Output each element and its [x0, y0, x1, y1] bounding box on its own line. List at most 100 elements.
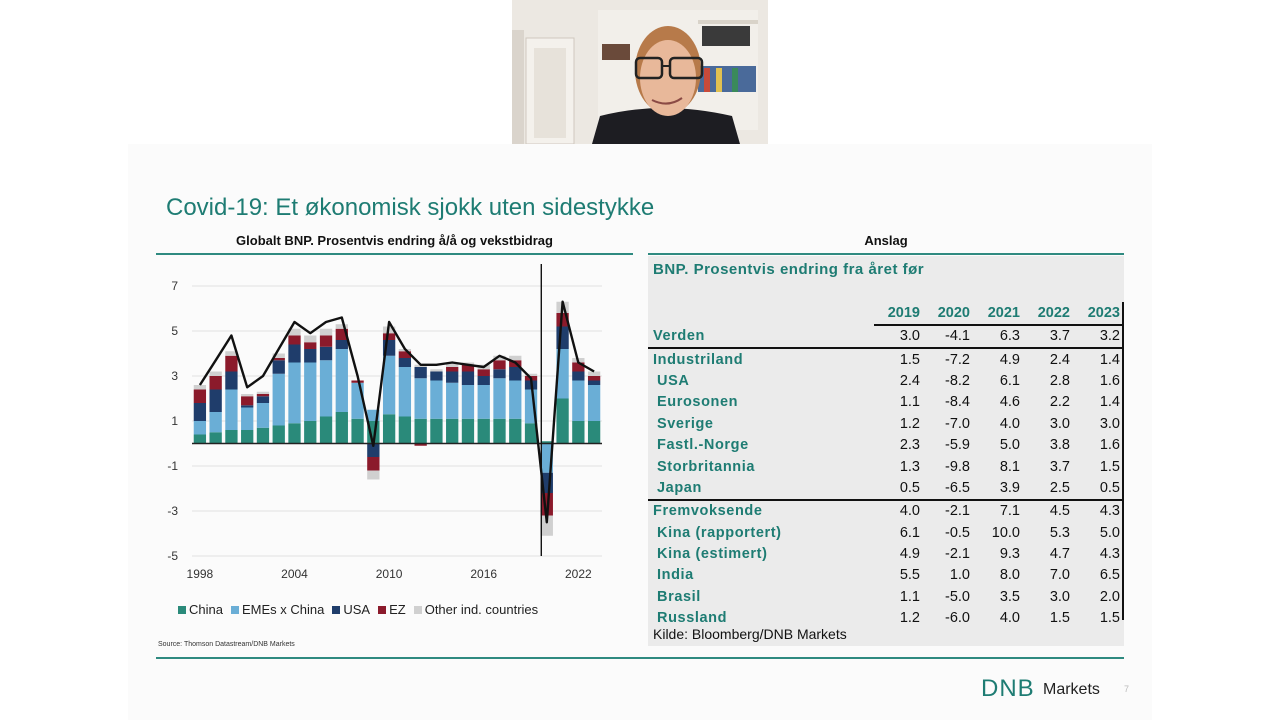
bar-segment — [351, 382, 364, 419]
year-header: 2021 — [974, 302, 1024, 326]
row-label: Brasil — [657, 588, 701, 605]
table-heading: Anslag — [864, 233, 908, 248]
bar-segment — [414, 418, 427, 444]
cell-value: 4.9 — [899, 546, 920, 563]
cell-value: -6.5 — [945, 479, 970, 496]
bar-segment — [209, 432, 222, 444]
bar-segment — [493, 418, 506, 444]
y-tick-label: 3 — [171, 369, 178, 383]
row-label: Fastl.-Norge — [657, 437, 749, 454]
legend-item-usa: USA — [332, 602, 370, 617]
bar-segment — [587, 385, 601, 421]
cell-value: 1.2 — [899, 415, 920, 432]
bar-segment — [241, 396, 254, 406]
bar-segment — [225, 355, 238, 372]
bar-segment — [209, 376, 222, 390]
table-row-india: India 5.5 1.0 8.0 7.0 6.5 — [648, 565, 1124, 586]
table-row-sverige: Sverige 1.2 -7.0 4.0 3.0 3.0 — [648, 414, 1124, 435]
bar-segment — [446, 382, 459, 419]
bar-segment — [572, 421, 585, 444]
bar-segment — [509, 380, 522, 419]
bar-segment — [335, 328, 348, 340]
row-label: USA — [657, 372, 690, 389]
bar-segment — [477, 418, 490, 444]
table-row-eurosonen: Eurosonen 1.1 -8.4 4.6 2.2 1.4 — [648, 392, 1124, 413]
bar-segment — [193, 421, 207, 435]
year-header: 2022 — [1024, 302, 1074, 326]
cell-value: 1.5 — [1099, 610, 1120, 627]
bar-segment — [319, 335, 333, 347]
row-label: Kina (rapportert) — [657, 524, 782, 541]
row-label: Japan — [657, 479, 702, 496]
cell-value: 4.6 — [999, 394, 1020, 411]
webcam-video — [512, 0, 768, 144]
webcam-frame — [512, 0, 768, 144]
cell-value: -7.0 — [945, 415, 970, 432]
bar-segment — [430, 418, 443, 444]
cell-value: 3.2 — [1099, 328, 1120, 345]
cell-value: 7.0 — [1049, 567, 1070, 584]
bar-segment — [241, 405, 254, 408]
table-row-fremvoksende: Fremvoksende 4.0 -2.1 7.1 4.5 4.3 — [648, 499, 1124, 523]
bar-segment — [225, 430, 238, 444]
bar-segment — [398, 351, 412, 358]
cell-value: -4.1 — [945, 328, 970, 345]
cell-value: 10.0 — [991, 524, 1020, 541]
bar-segment — [382, 333, 396, 340]
x-tick-label: 2004 — [281, 567, 308, 581]
legend-item-other: Other ind. countries — [413, 602, 538, 617]
cell-value: -6.0 — [945, 610, 970, 627]
cell-value: -0.5 — [945, 524, 970, 541]
bar-segment — [241, 430, 254, 444]
cell-value: -2.1 — [924, 499, 974, 523]
bar-segment — [540, 515, 553, 536]
bar-segment — [446, 371, 459, 383]
row-label: Fremvoksende — [648, 499, 874, 523]
cell-value: -7.2 — [924, 347, 974, 371]
cell-value: 2.0 — [1099, 588, 1120, 605]
row-label: India — [657, 567, 694, 584]
table-row-japan: Japan 0.5 -6.5 3.9 2.5 0.5 — [648, 478, 1124, 500]
cell-value: 5.5 — [899, 567, 920, 584]
bar-segment — [477, 369, 490, 376]
bar-segment — [509, 367, 522, 381]
cell-value: 1.6 — [1099, 437, 1120, 454]
table-row-industriland: Industriland 1.5 -7.2 4.9 2.4 1.4 — [648, 347, 1124, 371]
year-header: 2019 — [874, 302, 924, 326]
cell-value: 4.7 — [1049, 546, 1070, 563]
legend-swatch-usa — [332, 605, 341, 614]
bar-segment — [493, 360, 506, 370]
bar-segment — [319, 416, 333, 444]
bar-segment — [587, 421, 601, 444]
x-tick-label: 2010 — [376, 567, 403, 581]
cell-value: 4.0 — [874, 499, 924, 523]
legend-label-usa: USA — [343, 602, 371, 617]
bar-segment — [524, 423, 538, 444]
chart-source: Source: Thomson Datastream/DNB Markets — [158, 641, 295, 648]
cell-value: 7.1 — [974, 499, 1024, 523]
row-label: Storbritannia — [657, 458, 756, 475]
bar-segment — [272, 358, 285, 361]
legend-label-ez: EZ — [389, 602, 406, 617]
cell-value: 3.5 — [999, 588, 1020, 605]
bar-segment — [241, 394, 254, 397]
bar-segment — [430, 371, 443, 381]
row-label: Russland — [657, 610, 728, 627]
cell-value: 3.7 — [1049, 458, 1070, 475]
bar-segment — [304, 421, 317, 444]
cell-value: 2.5 — [1049, 479, 1070, 496]
cell-value: 1.1 — [899, 588, 920, 605]
bar-segment — [335, 324, 348, 329]
cell-value: 1.0 — [949, 567, 970, 584]
cell-value: -9.8 — [945, 458, 970, 475]
cell-value: -8.4 — [945, 394, 970, 411]
presentation-slide: Covid-19: Et økonomisk sjokk uten sidest… — [128, 144, 1152, 720]
cell-value: 6.3 — [999, 328, 1020, 345]
cell-value: 4.3 — [1074, 499, 1124, 523]
y-tick-label: 7 — [171, 279, 178, 293]
slide-title: Covid-19: Et økonomisk sjokk uten sidest… — [166, 194, 655, 221]
chart-heading: Globalt BNP. Prosentvis endring å/å og v… — [236, 233, 553, 248]
cell-value: 4.3 — [1099, 546, 1120, 563]
cell-value: 8.1 — [999, 458, 1020, 475]
bar-segment — [477, 385, 490, 419]
